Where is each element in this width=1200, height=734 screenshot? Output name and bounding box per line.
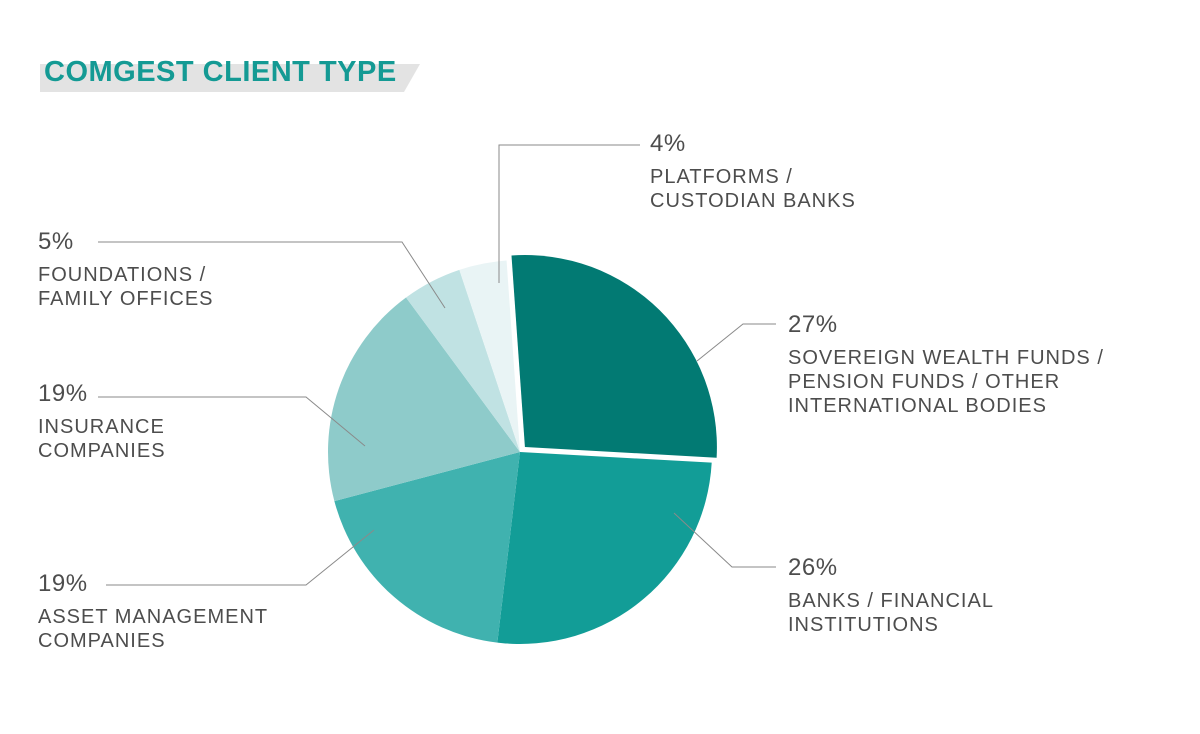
label-asset: 19% ASSET MANAGEMENT COMPANIES	[38, 571, 268, 653]
label-foundations-percent: 5%	[38, 228, 74, 255]
pie-slices	[328, 255, 717, 644]
label-asset-name: ASSET MANAGEMENT COMPANIES	[38, 606, 269, 652]
pie-slice-1	[511, 255, 717, 458]
label-sovereign: 27% SOVEREIGN WEALTH FUNDS / PENSION FUN…	[788, 312, 1104, 418]
label-insurance: 19% INSURANCE COMPANIES	[38, 381, 166, 463]
label-sovereign-percent: 27%	[788, 311, 838, 338]
label-banks: 26% BANKS / FINANCIAL INSTITUTIONS	[788, 555, 994, 637]
pie-slice-4	[328, 297, 520, 502]
label-sovereign-name: SOVEREIGN WEALTH FUNDS / PENSION FUNDS /…	[788, 347, 1104, 417]
leader-platforms	[498, 144, 640, 283]
label-asset-percent: 19%	[38, 570, 88, 597]
label-platforms-percent: 4%	[650, 130, 686, 157]
leader-asset	[106, 529, 375, 586]
pie-slice-3	[334, 452, 520, 643]
label-platforms-name: PLATFORMS / CUSTODIAN BANKS	[650, 166, 856, 212]
leader-sovereign	[696, 323, 776, 362]
leader-insurance	[98, 396, 366, 447]
leader-foundations	[98, 241, 446, 309]
label-banks-name: BANKS / FINANCIAL INSTITUTIONS	[788, 590, 994, 636]
leader-lines	[98, 144, 776, 586]
label-foundations: 5% FOUNDATIONS / FAMILY OFFICES	[38, 229, 214, 311]
chart-title-block: COMGEST CLIENT TYPE	[40, 52, 420, 94]
label-platforms: 4% PLATFORMS / CUSTODIAN BANKS	[650, 131, 856, 213]
title-underline-band	[40, 64, 420, 92]
label-foundations-name: FOUNDATIONS / FAMILY OFFICES	[38, 264, 214, 310]
pie-slice-6	[459, 260, 520, 452]
pie-slice-2	[497, 452, 712, 644]
label-insurance-name: INSURANCE COMPANIES	[38, 416, 166, 462]
label-insurance-percent: 19%	[38, 380, 88, 407]
label-banks-percent: 26%	[788, 554, 838, 581]
pie-slice-5	[406, 269, 520, 452]
chart-title: COMGEST CLIENT TYPE	[44, 56, 397, 88]
leader-banks	[673, 512, 776, 568]
